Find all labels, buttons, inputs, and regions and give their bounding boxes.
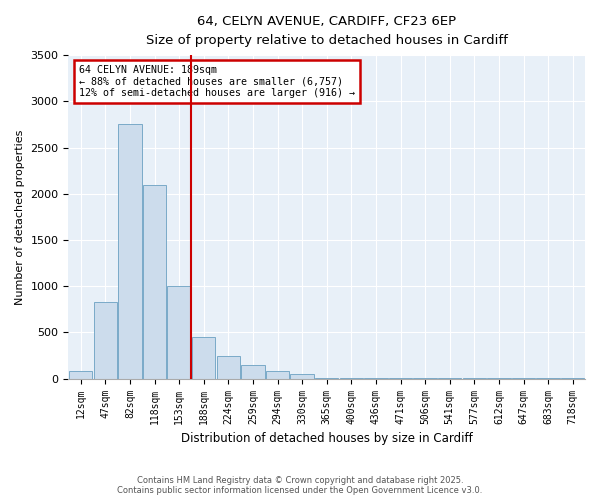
Bar bbox=[290, 374, 314, 378]
Bar bbox=[118, 124, 142, 378]
Bar bbox=[192, 337, 215, 378]
Bar bbox=[217, 356, 240, 378]
X-axis label: Distribution of detached houses by size in Cardiff: Distribution of detached houses by size … bbox=[181, 432, 473, 445]
Bar bbox=[266, 372, 289, 378]
Bar bbox=[94, 302, 117, 378]
Y-axis label: Number of detached properties: Number of detached properties bbox=[15, 129, 25, 304]
Bar bbox=[241, 365, 265, 378]
Text: 64 CELYN AVENUE: 189sqm
← 88% of detached houses are smaller (6,757)
12% of semi: 64 CELYN AVENUE: 189sqm ← 88% of detache… bbox=[79, 65, 355, 98]
Title: 64, CELYN AVENUE, CARDIFF, CF23 6EP
Size of property relative to detached houses: 64, CELYN AVENUE, CARDIFF, CF23 6EP Size… bbox=[146, 15, 508, 47]
Text: Contains HM Land Registry data © Crown copyright and database right 2025.
Contai: Contains HM Land Registry data © Crown c… bbox=[118, 476, 482, 495]
Bar bbox=[167, 286, 191, 378]
Bar bbox=[143, 184, 166, 378]
Bar bbox=[69, 372, 92, 378]
